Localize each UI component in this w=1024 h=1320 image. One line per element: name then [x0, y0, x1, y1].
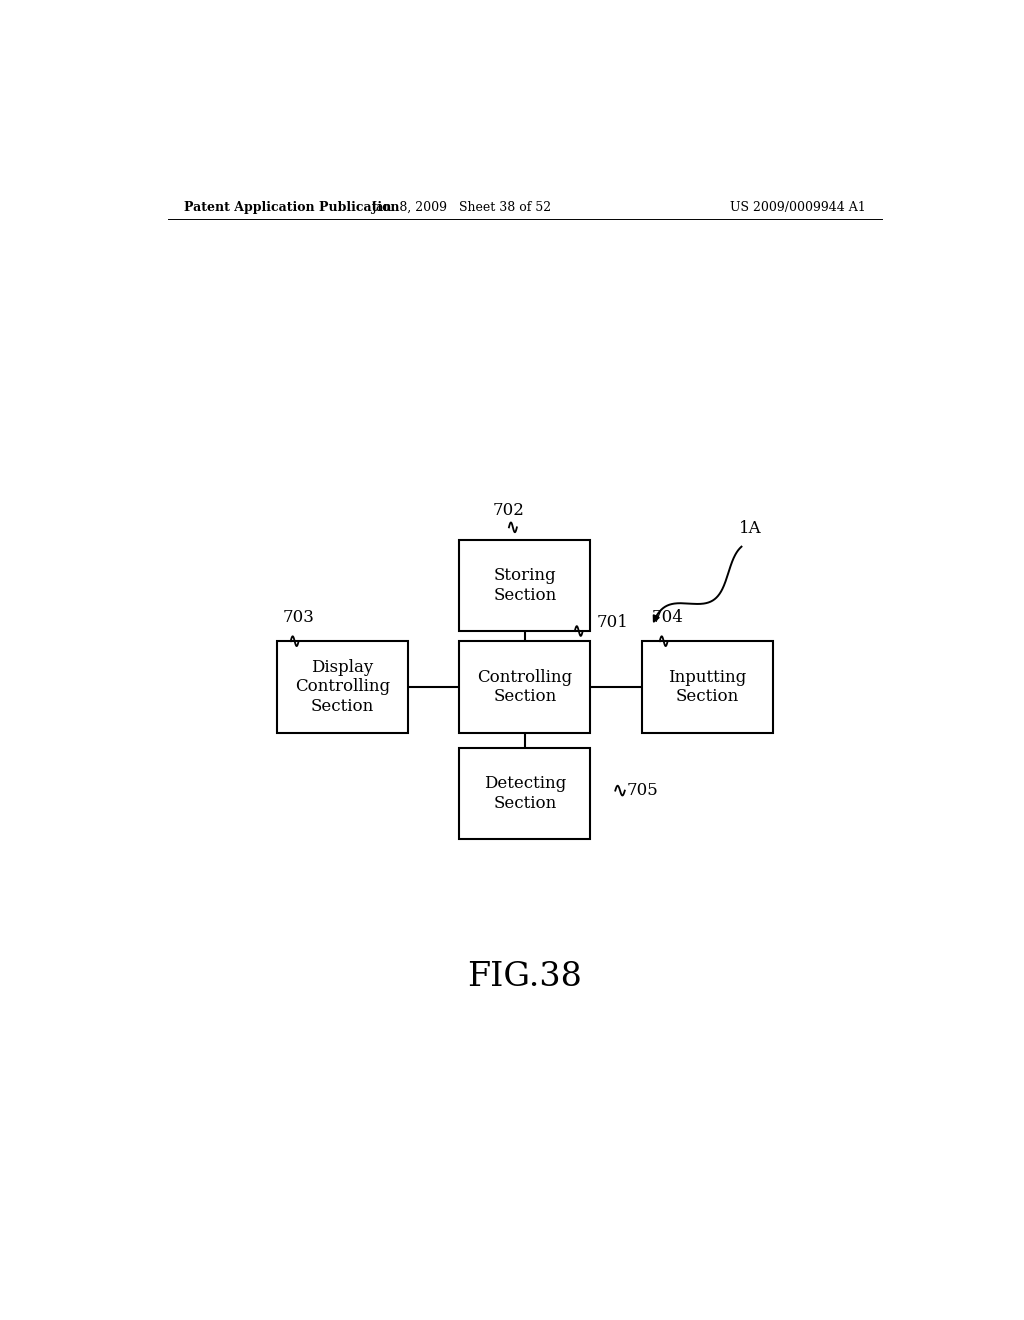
Text: FIG.38: FIG.38 [467, 961, 583, 993]
Bar [642, 642, 773, 733]
Text: Display
Controlling
Section: Display Controlling Section [295, 659, 390, 715]
Bar [460, 642, 590, 733]
Text: 703: 703 [283, 609, 314, 626]
Text: US 2009/0009944 A1: US 2009/0009944 A1 [730, 201, 866, 214]
Bar [460, 748, 590, 840]
Text: Patent Application Publication: Patent Application Publication [183, 201, 399, 214]
Text: Detecting
Section: Detecting Section [483, 775, 566, 812]
Text: Storing
Section: Storing Section [494, 568, 556, 603]
Text: 705: 705 [627, 783, 658, 799]
Text: Jan. 8, 2009   Sheet 38 of 52: Jan. 8, 2009 Sheet 38 of 52 [372, 201, 551, 214]
Text: 1A: 1A [739, 520, 762, 536]
Text: Inputting
Section: Inputting Section [669, 669, 746, 705]
Text: Controlling
Section: Controlling Section [477, 669, 572, 705]
Bar [276, 642, 408, 733]
Text: 701: 701 [596, 614, 628, 631]
Bar [460, 540, 590, 631]
Text: 704: 704 [652, 609, 684, 626]
Text: 702: 702 [493, 502, 525, 519]
